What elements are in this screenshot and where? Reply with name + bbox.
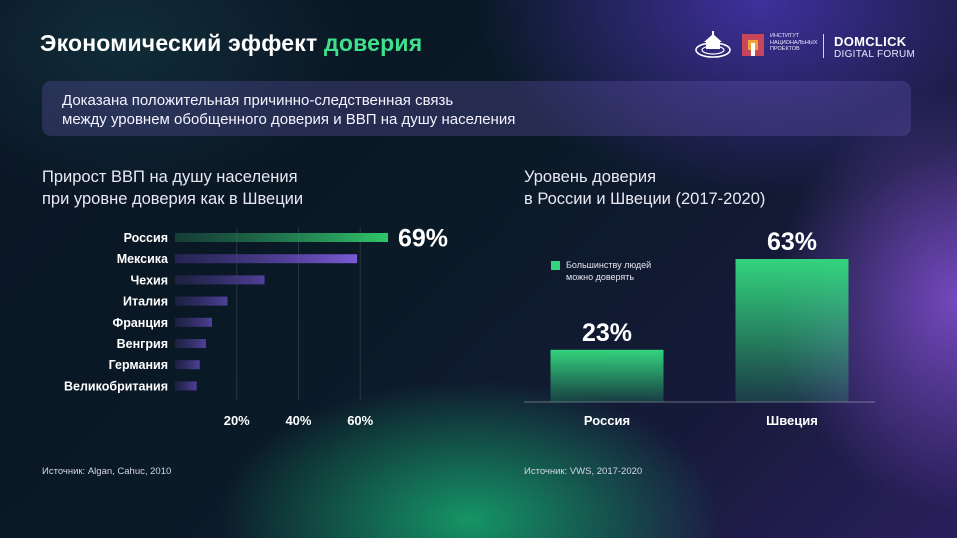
- inp-line: НАЦИОНАЛЬНЫХ: [770, 39, 818, 46]
- subtitle-line: Прирост ВВП на душу населения: [42, 168, 298, 186]
- category-label: Чехия: [131, 273, 169, 287]
- partner-logos: ИНСТИТУТ НАЦИОНАЛЬНЫХ ПРОЕКТОВ DOMCLICK …: [694, 30, 916, 64]
- banner-line: между уровнем обобщенного доверия и ВВП …: [62, 111, 516, 128]
- category-label: Италия: [123, 295, 168, 309]
- domclick-logo: DOMCLICK: [834, 34, 907, 49]
- banner-line: Доказана положительная причинно-следстве…: [62, 92, 454, 109]
- bar: [175, 317, 213, 327]
- subtitle-line: при уровне доверия как в Швеции: [42, 190, 304, 208]
- legend-label: Большинству людей можно доверять: [566, 260, 651, 282]
- slide-title: Экономический эффект доверия: [40, 30, 422, 57]
- bar: [175, 360, 200, 370]
- category-label: Мексика: [117, 252, 169, 266]
- category-label: Великобритания: [64, 379, 168, 393]
- subtitle-line: Уровень доверия: [524, 168, 657, 186]
- title-accent: доверия: [324, 30, 423, 56]
- inp-logo-text: ИНСТИТУТ НАЦИОНАЛЬНЫХ ПРОЕКТОВ: [770, 33, 826, 53]
- x-tick-label: 60%: [347, 413, 373, 428]
- category-label: Россия: [584, 413, 630, 428]
- bar: [175, 381, 197, 391]
- category-label: Франция: [113, 316, 168, 330]
- category-label: Венгрия: [117, 337, 168, 351]
- bar: [175, 296, 228, 306]
- bar: [175, 339, 206, 348]
- x-tick-label: 20%: [224, 413, 250, 428]
- category-label: Германия: [109, 358, 168, 372]
- title-main: Экономический эффект: [40, 30, 318, 56]
- data-label: 63%: [767, 228, 817, 256]
- logo-divider: [823, 34, 824, 58]
- x-tick-label: 40%: [285, 413, 311, 428]
- left-source-note: Источник: Algan, Cahuc, 2010: [42, 466, 172, 477]
- right-chart-subtitle: Уровень доверия в России и Швеции (2017-…: [524, 166, 765, 210]
- right-source-note: Источник: VWS, 2017-2020: [524, 466, 643, 477]
- inp-line: ИНСТИТУТ: [770, 33, 800, 39]
- bar: [175, 233, 388, 242]
- inp-line: ПРОЕКТОВ: [770, 46, 800, 52]
- category-label: Россия: [124, 231, 168, 245]
- bar: [175, 275, 265, 285]
- digital-forum-logo: DIGITAL FORUM: [834, 49, 916, 60]
- legend-swatch: [551, 261, 560, 270]
- subtitle-line: в России и Швеции (2017-2020): [524, 190, 766, 208]
- left-chart-subtitle: Прирост ВВП на душу населения при уровне…: [42, 166, 303, 210]
- bar: [550, 349, 664, 402]
- data-label: 69%: [398, 225, 448, 253]
- bar: [175, 254, 358, 264]
- key-finding-banner: Доказана положительная причинно-следстве…: [42, 81, 911, 136]
- house-logo-icon: [695, 31, 731, 58]
- inp-logo-icon: [742, 34, 764, 56]
- bar: [735, 259, 849, 402]
- category-label: Швеция: [766, 413, 818, 428]
- data-label: 23%: [582, 319, 632, 347]
